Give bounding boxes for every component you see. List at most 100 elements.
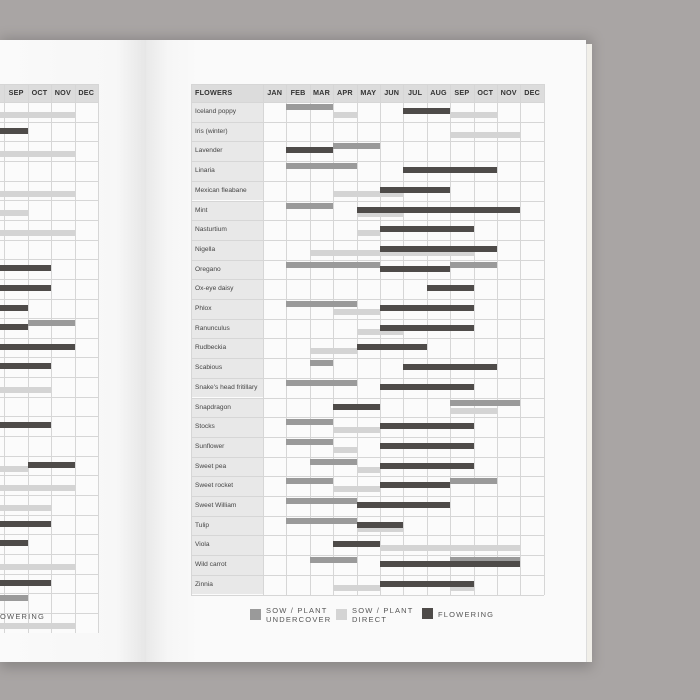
legend-direct-line1: SOW / PLANT — [352, 606, 414, 615]
grid-hline — [0, 200, 98, 202]
grid-hline — [0, 593, 98, 595]
legend-direct-swatch — [336, 609, 347, 620]
bar-direct — [356, 328, 404, 335]
bar-undercover — [286, 438, 334, 445]
bar-flowering — [380, 265, 451, 272]
left-column-header-oct: OCT — [31, 88, 48, 97]
left-bar-direct — [0, 465, 28, 472]
bar-direct — [309, 249, 380, 256]
grid-hline — [0, 455, 98, 457]
bar-direct — [333, 486, 380, 493]
bar-flowering — [380, 561, 521, 568]
flowers-planting-table: FLOWERS JAN FEB MAR APR MAY JUN JUL AUG SEP OCT NOV… — [191, 84, 545, 596]
left-page: SEP OCT NOV DEC OWERING — [0, 40, 146, 662]
bar-direct — [450, 545, 521, 552]
left-bar-direct — [0, 151, 75, 158]
bar-undercover — [309, 360, 334, 367]
bar-undercover — [450, 478, 497, 485]
bar-undercover — [286, 104, 334, 110]
bar-undercover — [286, 202, 334, 209]
bar-undercover — [309, 458, 357, 465]
bar-flowering — [356, 521, 404, 528]
grid-hline — [191, 318, 544, 320]
column-header-sep: SEP — [454, 88, 470, 97]
grid-hline — [191, 338, 544, 340]
grid-hline — [191, 299, 544, 300]
grid-hline — [0, 278, 98, 280]
left-column-header-nov: NOV — [54, 88, 71, 97]
bar-flowering — [333, 541, 380, 548]
bar-undercover — [286, 517, 357, 524]
row-label: Phlox — [191, 299, 263, 319]
bar-undercover — [286, 379, 357, 386]
left-bar-direct — [0, 190, 75, 197]
row-label: Viola — [191, 535, 263, 556]
column-header-aug: AUG — [430, 88, 447, 97]
column-header-flowers: FLOWERS — [195, 88, 233, 97]
bar-direct — [333, 446, 357, 453]
row-label: Sunflower — [191, 436, 263, 457]
bar-flowering — [380, 226, 474, 233]
grid-hline — [0, 377, 98, 379]
left-bar-flowering — [0, 422, 52, 429]
bar-direct — [356, 230, 380, 237]
left-bar-flowering — [0, 127, 28, 134]
bar-undercover — [286, 498, 357, 504]
column-header-oct: OCT — [477, 88, 494, 97]
grid-hline — [191, 180, 544, 182]
row-label: Zinnia — [191, 574, 263, 595]
row-label: Ranunculus — [191, 318, 263, 339]
left-bar-flowering — [0, 284, 52, 291]
grid-hline — [0, 160, 98, 162]
bar-undercover — [450, 399, 521, 406]
grid-hline — [0, 436, 98, 438]
row-label: Nasturtium — [191, 220, 263, 240]
left-column-header-dec: DEC — [78, 88, 95, 97]
column-header-may: MAY — [360, 88, 377, 97]
row-label: Sweet pea — [191, 456, 263, 477]
bar-flowering — [380, 580, 474, 587]
bar-undercover — [309, 557, 357, 564]
bar-flowering — [356, 502, 451, 508]
left-bar-direct — [0, 485, 75, 492]
row-label: Stocks — [191, 417, 263, 437]
grid-hline — [191, 476, 544, 478]
bar-undercover — [286, 419, 334, 426]
grid-hline — [0, 573, 98, 575]
bar-undercover — [450, 261, 497, 268]
left-bar-undercover — [0, 595, 28, 602]
bar-direct — [380, 545, 451, 552]
grid-hline — [0, 416, 98, 418]
grid-hline — [0, 475, 98, 477]
bar-flowering — [380, 383, 474, 390]
row-label: Sweet William — [191, 496, 263, 516]
left-bar-direct — [0, 505, 52, 511]
bar-direct — [333, 427, 380, 434]
grid-vline — [98, 84, 99, 633]
bar-direct — [309, 348, 357, 355]
bar-undercover — [286, 163, 357, 170]
left-bar-flowering — [0, 265, 52, 272]
grid-hline — [191, 84, 544, 85]
bar-direct — [333, 309, 380, 315]
grid-hline — [0, 298, 98, 300]
grid-hline — [191, 358, 544, 360]
left-bar-flowering — [0, 579, 52, 586]
left-bar-flowering — [0, 540, 28, 547]
grid-hline — [191, 456, 544, 458]
left-bar-flowering — [0, 304, 28, 311]
bar-direct — [450, 112, 497, 118]
row-label: Snapdragon — [191, 397, 263, 418]
grid-hline — [191, 259, 544, 261]
legend: SOW / PLANT UNDERCOVER SOW / PLANT DIREC… — [146, 606, 586, 636]
bar-direct — [356, 525, 404, 532]
column-header-nov: NOV — [500, 88, 517, 97]
row-label: Scabious — [191, 358, 263, 378]
grid-hline — [0, 141, 98, 143]
bar-direct — [333, 112, 357, 118]
legend-undercover-swatch — [250, 609, 261, 620]
row-label: Tulip — [191, 515, 263, 536]
bar-flowering — [380, 186, 451, 193]
bar-undercover — [286, 478, 334, 485]
grid-vline — [543, 84, 545, 595]
